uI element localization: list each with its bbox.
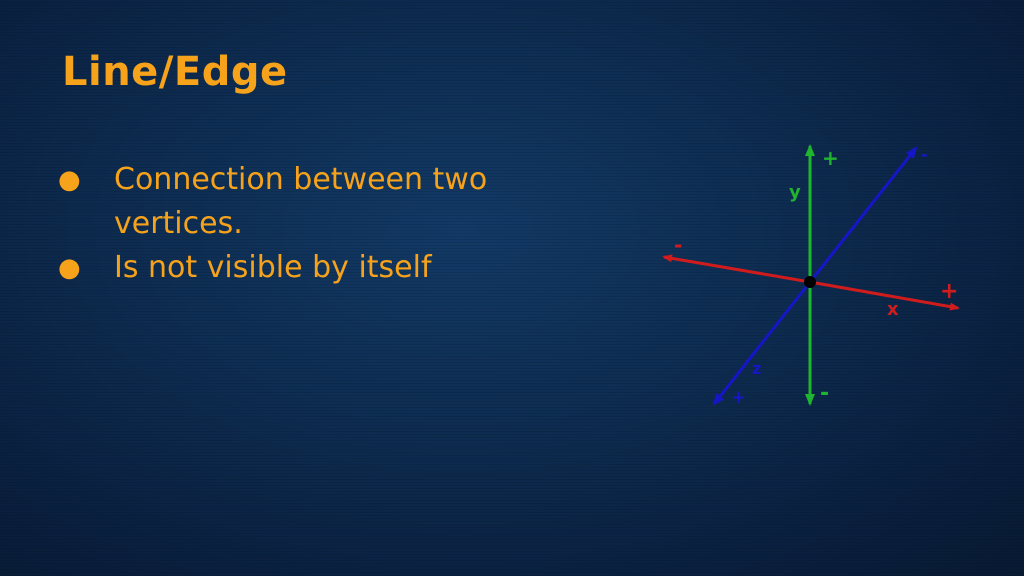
y-axis-minus-label: - <box>820 381 829 406</box>
slide-title: Line/Edge <box>62 49 288 95</box>
bullet-list: ● Connection between two vertices. ● Is … <box>58 158 618 290</box>
z-axis-plus-label: + <box>731 387 746 408</box>
x-axis-line <box>662 254 811 284</box>
bullet-text: Is not visible by itself <box>114 250 432 285</box>
y-axis-name-label: y <box>789 182 801 203</box>
x-axis-plus-label: + <box>940 279 958 304</box>
x-axis-line <box>809 280 960 311</box>
bullet-dot-icon: ● <box>58 253 81 283</box>
bullet-dot-icon: ● <box>58 165 81 195</box>
bullet-item: ● Is not visible by itself <box>58 246 618 290</box>
bullet-item: ● Connection between two vertices. <box>58 158 618 246</box>
bullet-text: Connection between two vertices. <box>114 162 488 241</box>
x-axis-name-label: x <box>887 299 899 320</box>
z-axis-name-label: z <box>752 359 761 378</box>
z-axis-minus-label: - <box>921 145 928 164</box>
y-axis-plus-label: + <box>822 146 839 170</box>
z-axis-line <box>808 146 918 283</box>
origin-point <box>804 276 816 288</box>
coordinate-axes-diagram: + y - - + x - z + <box>662 144 960 408</box>
z-axis-line <box>712 281 812 406</box>
x-axis-minus-label: - <box>674 233 682 257</box>
